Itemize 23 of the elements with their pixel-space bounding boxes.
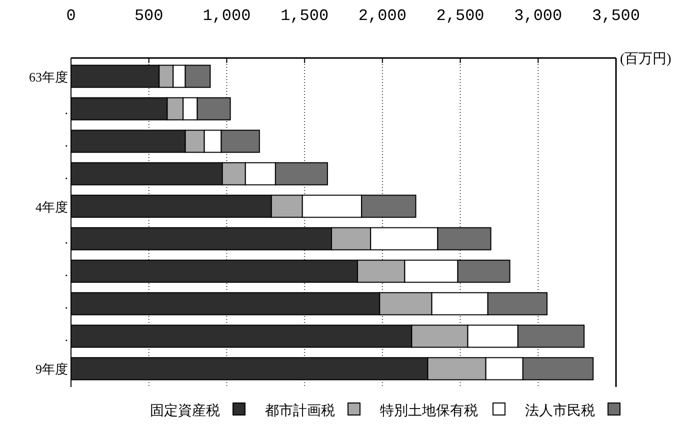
legend-label: 特別土地保有税 — [380, 403, 478, 419]
y-tick-label: 4年度 — [36, 199, 68, 214]
y-tick-label: . — [64, 296, 68, 312]
y-tick-label: 9年度 — [36, 362, 68, 377]
x-tick-label: 2,000 — [358, 7, 406, 25]
x-tick-label: 1,000 — [202, 7, 251, 25]
y-tick-label: . — [64, 264, 68, 280]
x-tick-label: 1,500 — [280, 7, 329, 25]
x-tick-label: 3,500 — [592, 7, 640, 25]
x-axis-title: (百万円) — [620, 52, 672, 67]
y-tick-label: . — [64, 329, 68, 344]
y-tick-label: . — [64, 134, 68, 150]
legend-label: 法人市民税 — [525, 403, 595, 419]
x-tick-label: 3,000 — [514, 7, 562, 25]
y-tick-label: . — [64, 102, 68, 117]
legend-label: 都市計画税 — [265, 403, 335, 419]
y-tick-label: 63年度 — [29, 69, 68, 84]
legend-label: 固定資産税 — [150, 403, 220, 419]
x-tick-label: 500 — [134, 7, 164, 25]
x-tick-label: 0 — [66, 7, 76, 25]
x-tick-label: 2,500 — [436, 7, 484, 25]
y-tick-label: . — [64, 166, 68, 182]
y-tick-label: . — [64, 232, 68, 247]
